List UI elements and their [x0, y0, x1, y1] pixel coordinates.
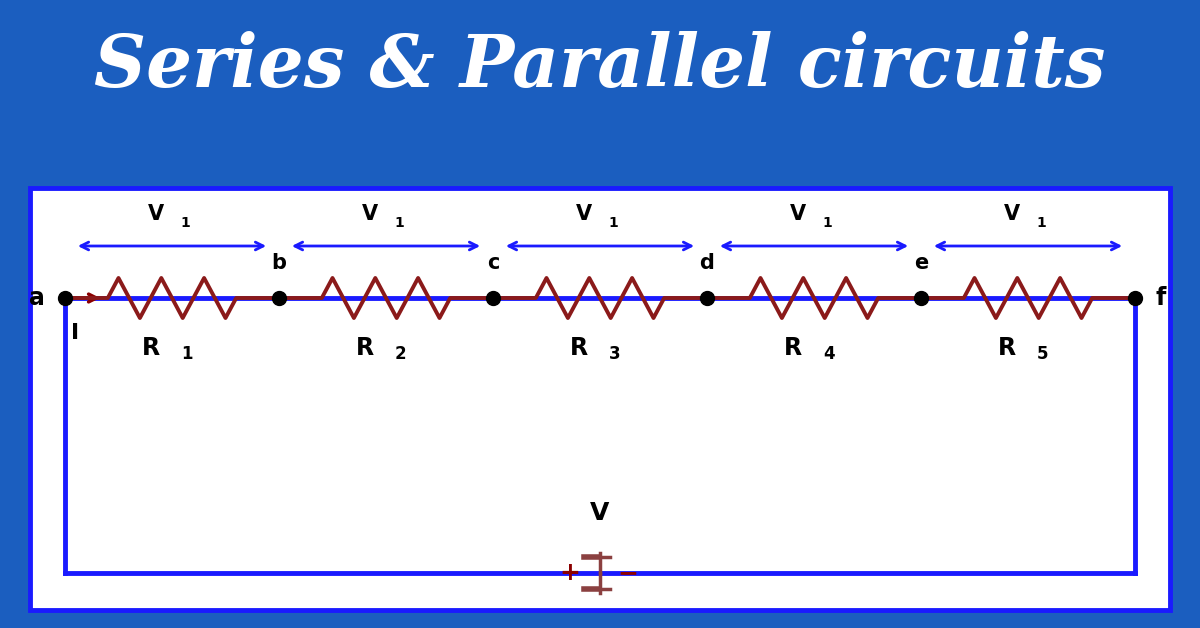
Text: V: V — [576, 204, 592, 224]
Text: V: V — [590, 501, 610, 525]
Text: d: d — [700, 253, 714, 273]
Text: V: V — [362, 204, 378, 224]
Text: Series & Parallel circuits: Series & Parallel circuits — [95, 31, 1105, 102]
Text: V: V — [1004, 204, 1020, 224]
Text: 3: 3 — [610, 345, 620, 363]
Text: R: R — [784, 336, 802, 360]
Text: V: V — [148, 204, 164, 224]
Text: 1: 1 — [394, 216, 403, 230]
Text: 1: 1 — [181, 345, 192, 363]
Text: 1: 1 — [1036, 216, 1045, 230]
Text: −: − — [618, 561, 638, 585]
Text: R: R — [570, 336, 588, 360]
Text: +: + — [559, 561, 581, 585]
Text: e: e — [914, 253, 928, 273]
Text: V: V — [790, 204, 806, 224]
Text: I: I — [71, 323, 79, 343]
Text: a: a — [29, 286, 46, 310]
Text: c: c — [487, 253, 499, 273]
Text: 5: 5 — [1037, 345, 1049, 363]
Text: 1: 1 — [608, 216, 618, 230]
Text: 1: 1 — [822, 216, 832, 230]
Text: f: f — [1154, 286, 1165, 310]
Text: R: R — [356, 336, 374, 360]
Text: R: R — [142, 336, 160, 360]
Text: R: R — [998, 336, 1016, 360]
Text: 1: 1 — [180, 216, 190, 230]
Text: 2: 2 — [395, 345, 407, 363]
Bar — [30, 188, 1170, 610]
Text: 4: 4 — [823, 345, 835, 363]
Text: b: b — [271, 253, 287, 273]
